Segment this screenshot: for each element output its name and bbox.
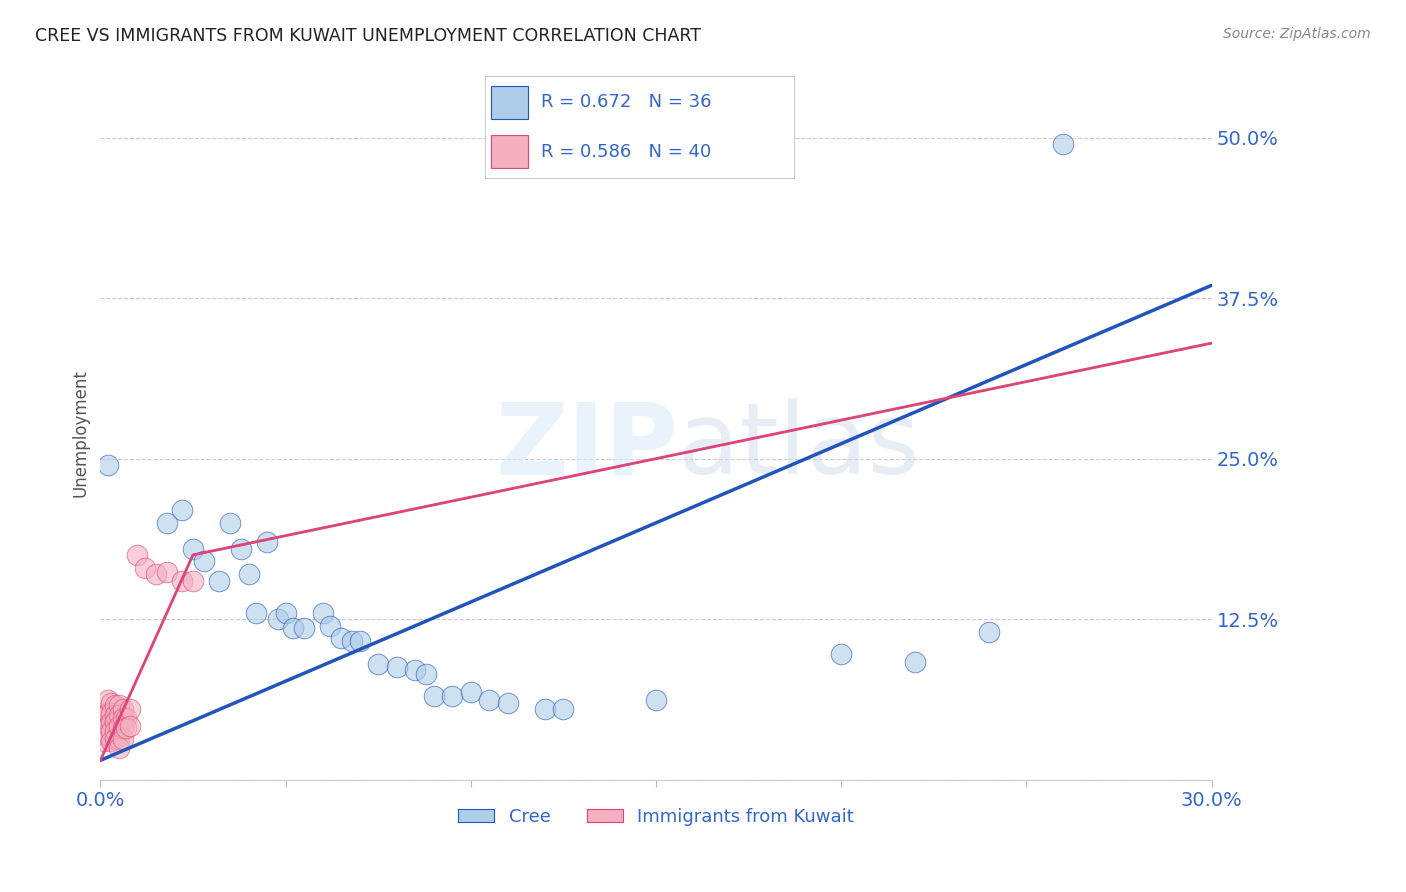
- Point: [97, 706, 120, 720]
- Point: [193, 554, 215, 568]
- Point: [89, 723, 111, 738]
- Point: [111, 721, 134, 735]
- Point: [245, 606, 267, 620]
- Point: [97, 458, 120, 472]
- Point: [496, 696, 519, 710]
- Point: [441, 689, 464, 703]
- Point: [108, 740, 131, 755]
- Point: [342, 634, 364, 648]
- Point: [108, 698, 131, 713]
- Text: R = 0.586   N = 40: R = 0.586 N = 40: [541, 143, 711, 161]
- Point: [156, 565, 179, 579]
- Text: Source: ZipAtlas.com: Source: ZipAtlas.com: [1223, 27, 1371, 41]
- Text: CREE VS IMMIGRANTS FROM KUWAIT UNEMPLOYMENT CORRELATION CHART: CREE VS IMMIGRANTS FROM KUWAIT UNEMPLOYM…: [35, 27, 702, 45]
- Point: [93, 734, 115, 748]
- Point: [181, 574, 204, 588]
- Point: [93, 728, 115, 742]
- Point: [267, 612, 290, 626]
- Point: [127, 548, 149, 562]
- Point: [97, 693, 120, 707]
- Point: [904, 655, 927, 669]
- Point: [330, 632, 353, 646]
- Point: [115, 711, 138, 725]
- Point: [256, 535, 278, 549]
- Point: [238, 567, 260, 582]
- Point: [100, 714, 122, 729]
- Point: [645, 693, 668, 707]
- Point: [281, 621, 304, 635]
- Point: [478, 693, 501, 707]
- Point: [108, 719, 131, 733]
- Point: [104, 714, 127, 729]
- Point: [100, 706, 122, 720]
- Point: [100, 734, 122, 748]
- Point: [229, 541, 252, 556]
- Point: [108, 731, 131, 746]
- Point: [108, 708, 131, 723]
- Point: [533, 702, 555, 716]
- Point: [97, 728, 120, 742]
- Point: [111, 731, 134, 746]
- Point: [415, 667, 437, 681]
- Text: ZIP: ZIP: [495, 399, 678, 495]
- Point: [208, 574, 231, 588]
- Point: [460, 685, 482, 699]
- Bar: [491, 87, 529, 119]
- Point: [134, 561, 156, 575]
- Point: [311, 606, 333, 620]
- Point: [292, 621, 315, 635]
- Point: [349, 634, 371, 648]
- Point: [553, 702, 575, 716]
- Point: [319, 618, 342, 632]
- Point: [830, 647, 852, 661]
- Point: [145, 567, 167, 582]
- Point: [93, 708, 115, 723]
- Text: atlas: atlas: [678, 399, 920, 495]
- Point: [219, 516, 242, 530]
- Text: R = 0.672   N = 36: R = 0.672 N = 36: [541, 94, 711, 112]
- Point: [422, 689, 444, 703]
- Point: [111, 702, 134, 716]
- Point: [118, 719, 141, 733]
- Point: [385, 659, 408, 673]
- Point: [100, 696, 122, 710]
- Point: [404, 664, 426, 678]
- Point: [111, 711, 134, 725]
- Point: [181, 541, 204, 556]
- Point: [93, 719, 115, 733]
- Point: [115, 721, 138, 735]
- Point: [1052, 137, 1074, 152]
- Point: [979, 624, 1001, 639]
- Point: [97, 719, 120, 733]
- Point: [156, 516, 179, 530]
- Point: [170, 503, 193, 517]
- Legend: Cree, Immigrants from Kuwait: Cree, Immigrants from Kuwait: [451, 800, 860, 833]
- Point: [104, 698, 127, 713]
- Point: [89, 706, 111, 720]
- Point: [118, 702, 141, 716]
- Y-axis label: Unemployment: Unemployment: [72, 369, 89, 497]
- Point: [100, 723, 122, 738]
- Point: [104, 723, 127, 738]
- Point: [89, 719, 111, 733]
- Point: [104, 731, 127, 746]
- Point: [274, 606, 297, 620]
- Bar: [491, 136, 529, 168]
- Point: [104, 708, 127, 723]
- Point: [367, 657, 389, 671]
- Point: [170, 574, 193, 588]
